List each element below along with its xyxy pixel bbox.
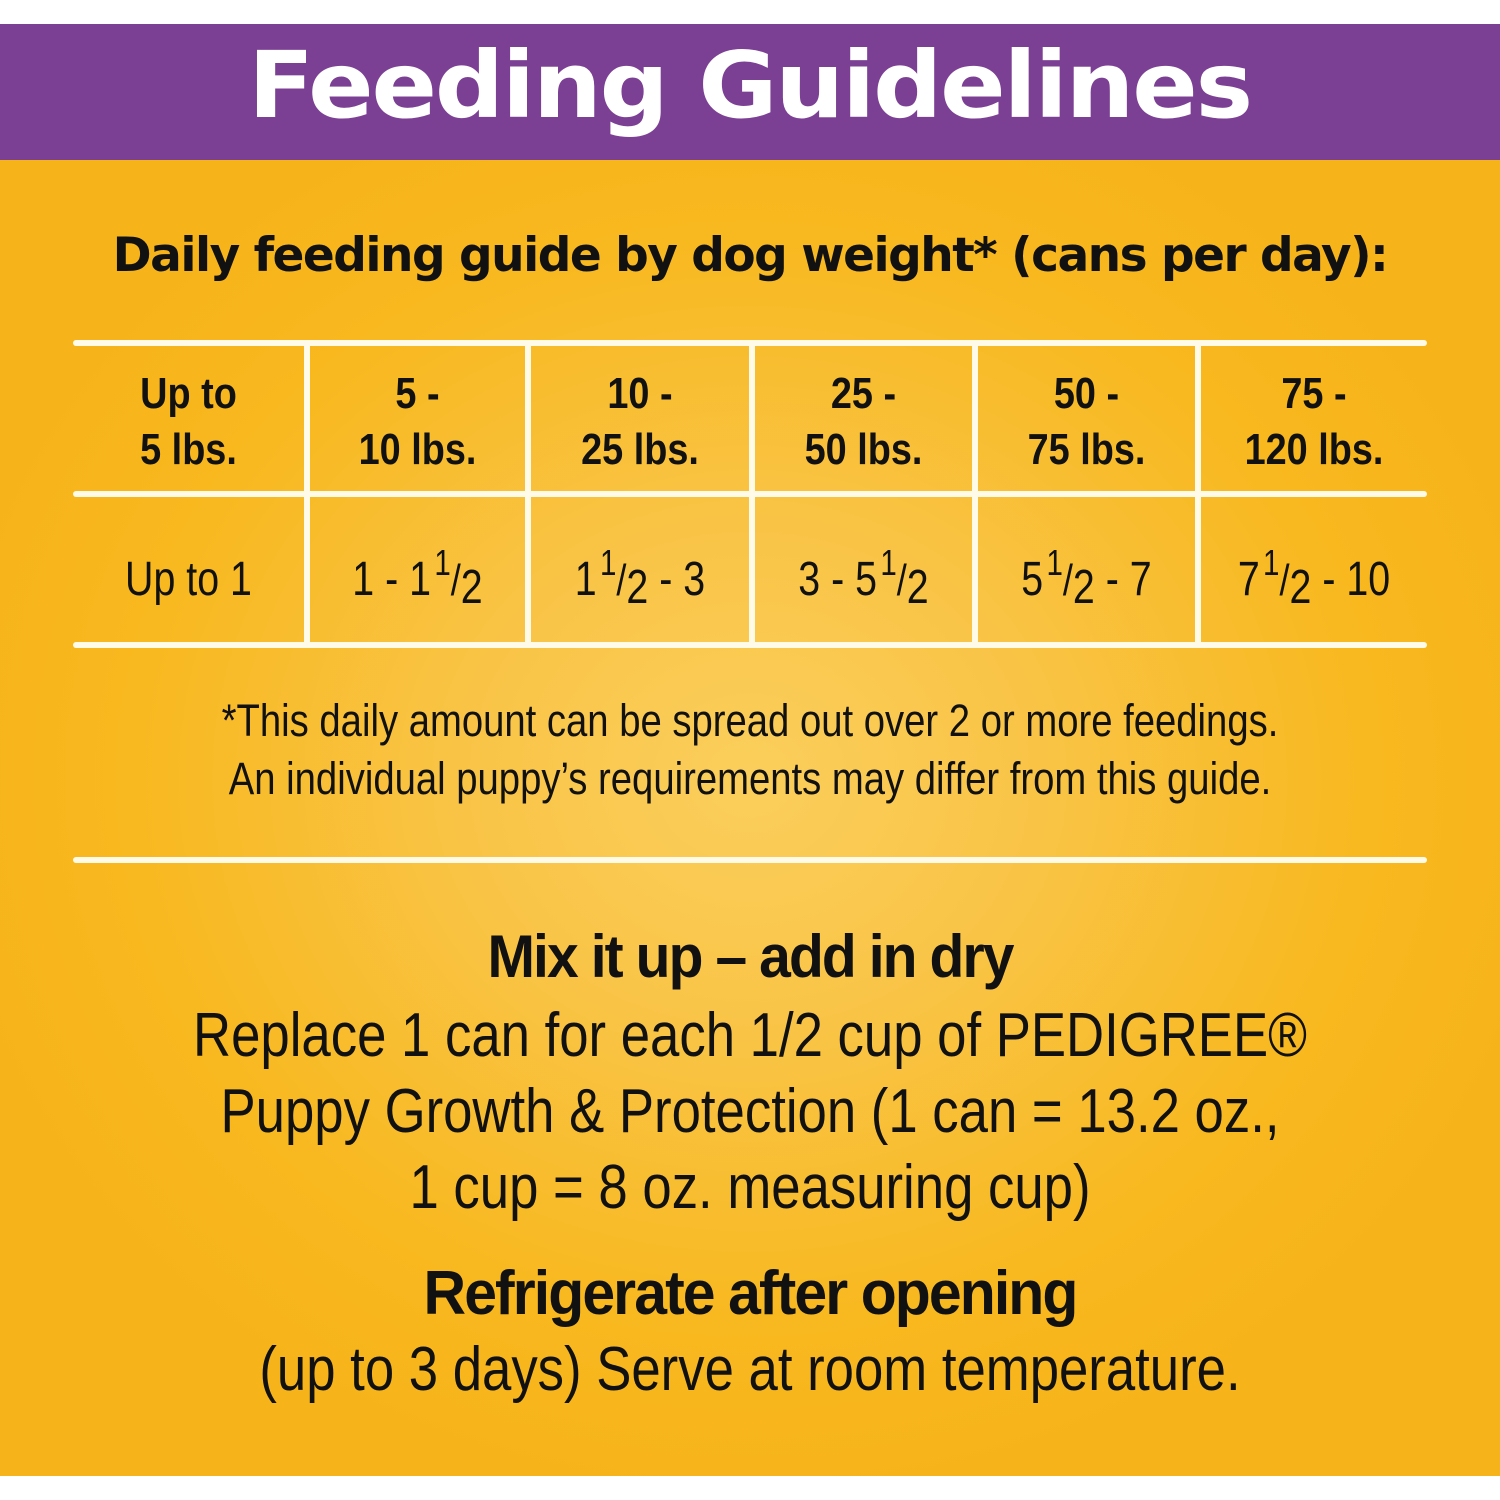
fraction-denominator: 2: [626, 561, 649, 614]
mix-instructions: Replace 1 can for each 1/2 cup of PEDIGR…: [113, 998, 1388, 1226]
weight-range-line1: 50 -: [1053, 368, 1120, 418]
fraction-numerator: 1: [434, 542, 451, 583]
storage-instructions: (up to 3 days) Serve at room temperature…: [259, 1335, 1241, 1404]
fraction-denominator: 2: [1289, 561, 1312, 614]
weight-range-line1: 5 -: [395, 368, 440, 418]
weight-range-line2: 10 lbs.: [358, 424, 477, 474]
mix-line: Puppy Growth & Protection (1 can = 13.2 …: [220, 1077, 1280, 1146]
fraction-slash: /: [1279, 556, 1290, 605]
cans-per-day-cell: Up to 1: [94, 500, 283, 645]
cans-whole: 7: [1237, 553, 1260, 606]
weight-header-cell: 25 - 50 lbs.: [770, 349, 957, 494]
fraction-slash: /: [450, 556, 461, 605]
column-divider: [525, 343, 531, 645]
footnote-line: An individual puppy’s requirements may d…: [228, 753, 1272, 804]
column-divider: [1195, 343, 1201, 645]
mix-heading: Mix it up – add in dry: [487, 923, 1014, 990]
fraction-slash: /: [1062, 556, 1073, 605]
feeding-guidelines-panel: Feeding Guidelines: [0, 24, 1500, 1476]
guide-subtitle: Daily feeding guide by dog weight* (cans…: [112, 228, 1389, 283]
fraction-numerator: 1: [880, 542, 897, 583]
column-divider: [304, 343, 310, 645]
footnote: *This daily amount can be spread out ove…: [113, 692, 1388, 808]
cans-whole: 3 - 5: [798, 553, 878, 606]
cans-tail: - 3: [648, 553, 706, 606]
cans-value: 3 - 51/2: [798, 542, 928, 614]
fraction-numerator: 1: [599, 542, 617, 583]
page-title: Feeding Guidelines: [248, 32, 1254, 139]
weight-header-cell: Up to 5 lbs.: [89, 349, 288, 494]
cans-tail: - 10: [1311, 553, 1391, 606]
cans-value: 71/2 - 10: [1237, 542, 1391, 614]
fraction-slash: /: [616, 556, 627, 605]
fraction-numerator: 1: [1046, 542, 1063, 583]
cans-per-day-cell: 3 - 51/2: [775, 500, 953, 645]
weight-header-cell: 5 - 10 lbs.: [325, 349, 510, 494]
cans-whole: 1 - 1: [352, 553, 432, 606]
fraction-denominator: 2: [1072, 561, 1095, 614]
weight-range-line2: 25 lbs.: [581, 424, 699, 474]
cans-value: Up to 1: [125, 552, 252, 607]
cans-tail: - 7: [1094, 553, 1152, 606]
table-bottom-border: [73, 642, 1427, 648]
title-bar: Feeding Guidelines: [0, 24, 1500, 160]
weight-range-line2: 5 lbs.: [140, 424, 237, 474]
footnote-line: *This daily amount can be spread out ove…: [221, 695, 1279, 746]
cans-value: 1 - 11/2: [352, 542, 482, 614]
weight-range-line2: 75 lbs.: [1027, 424, 1146, 474]
fraction-numerator: 1: [1263, 542, 1280, 583]
cans-whole: 5: [1021, 553, 1044, 606]
cans-per-day-cell: 51/2 - 7: [998, 500, 1176, 645]
weight-range-line1: 10 -: [607, 368, 673, 418]
cans-per-day-cell: 71/2 - 10: [1221, 500, 1406, 645]
storage-heading: Refrigerate after opening: [423, 1259, 1079, 1328]
column-divider: [749, 343, 755, 645]
section-divider: [73, 857, 1427, 863]
weight-range-line2: 120 lbs.: [1244, 424, 1384, 474]
mix-line: 1 cup = 8 oz. measuring cup): [409, 1153, 1091, 1222]
cans-per-day-cell: 1 - 11/2: [329, 500, 505, 645]
weight-header-cell: 75 - 120 lbs.: [1217, 349, 1411, 494]
fraction-denominator: 2: [460, 561, 483, 614]
cans-value: 11/2 - 3: [574, 542, 706, 614]
weight-header-cell: 10 - 25 lbs.: [546, 349, 733, 494]
cans-whole: 1: [574, 553, 597, 606]
cans-per-day-cell: 11/2 - 3: [551, 500, 730, 645]
weight-range-line1: Up to: [140, 368, 237, 418]
mix-line: Replace 1 can for each 1/2 cup of PEDIGR…: [193, 1001, 1307, 1070]
fraction-slash: /: [896, 556, 907, 605]
cans-whole: Up to 1: [125, 553, 252, 606]
weight-range-line1: 25 -: [830, 368, 897, 418]
weight-header-cell: 50 - 75 lbs.: [993, 349, 1180, 494]
weight-range-line2: 50 lbs.: [804, 424, 923, 474]
column-divider: [972, 343, 978, 645]
cans-value: 51/2 - 7: [1021, 542, 1152, 614]
fraction-denominator: 2: [906, 561, 929, 614]
weight-range-line1: 75 -: [1281, 368, 1347, 418]
